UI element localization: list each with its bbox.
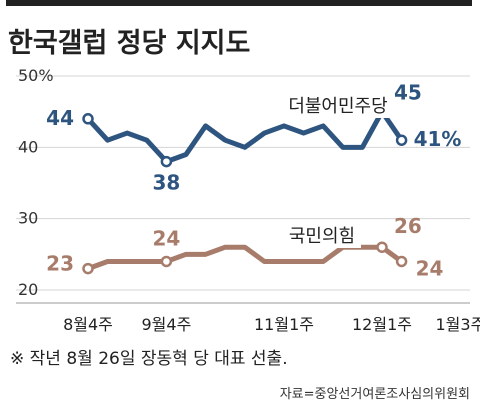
data-label: 38 [152, 171, 180, 195]
data-point-marker [82, 113, 94, 125]
data-point-marker [395, 134, 408, 146]
data-label: 23 [46, 252, 74, 276]
data-point-marker [160, 155, 173, 168]
data-point-marker [376, 241, 388, 253]
y-tick-label: 30 [18, 209, 38, 228]
data-label: 24 [416, 256, 444, 280]
x-tick-label: 12월1주 [352, 315, 412, 334]
x-tick-label: 8월4주 [63, 315, 113, 334]
series-name-label: 더불어민주당 [288, 96, 387, 117]
chart-title: 한국갤럽 정당 지지도 [8, 28, 250, 59]
y-tick-label: 50% [18, 66, 54, 85]
series-line-1 [85, 244, 405, 272]
x-tick-label: 11월1주 [254, 315, 314, 334]
data-point-marker [395, 255, 408, 268]
footnote: ※ 작년 8월 26일 장동혁 당 대표 선출. [10, 349, 288, 369]
series-name-backing [281, 94, 395, 118]
data-label: 41% [414, 127, 462, 151]
data-label: 24 [152, 226, 180, 250]
series-name-label: 국민의힘 [289, 226, 355, 247]
series-line-0 [85, 109, 405, 165]
x-tick-label: 9월4주 [141, 315, 191, 334]
y-tick-label: 20 [18, 280, 38, 299]
y-tick-label: 40 [18, 137, 38, 156]
data-point-marker [82, 262, 94, 275]
data-label: 45 [394, 81, 422, 105]
x-tick-label: 1월3주 [435, 315, 480, 334]
source-note: 자료=중앙선거여론조사심의위원회 [280, 387, 470, 402]
series-name-backing [283, 224, 361, 248]
data-point-marker [160, 255, 173, 268]
title-top-rule [6, 0, 472, 6]
data-label: 26 [394, 214, 422, 238]
data-label: 44 [46, 106, 74, 130]
